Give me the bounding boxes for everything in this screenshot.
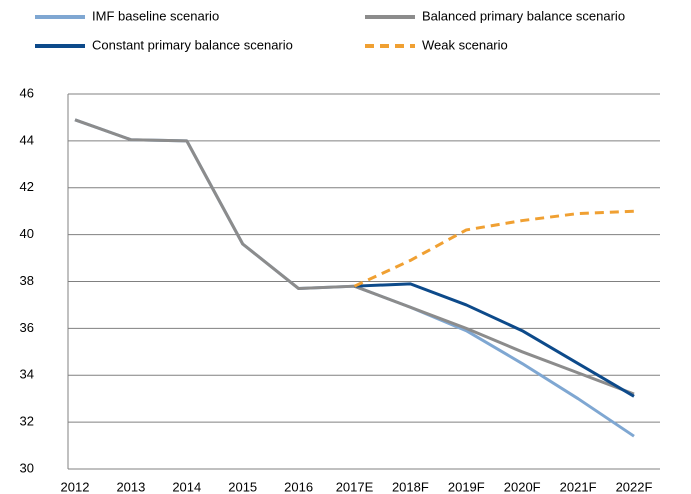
x-tick-label: 2012 bbox=[61, 479, 90, 494]
y-tick-label: 30 bbox=[20, 460, 34, 475]
y-tick-label: 38 bbox=[20, 273, 34, 288]
y-tick-label: 34 bbox=[20, 367, 34, 382]
x-tick-label: 2016 bbox=[284, 479, 313, 494]
y-tick-label: 40 bbox=[20, 226, 34, 241]
x-tick-label: 2013 bbox=[116, 479, 145, 494]
x-tick-label: 2017E bbox=[336, 479, 374, 494]
legend-label: Balanced primary balance scenario bbox=[422, 8, 625, 23]
y-tick-label: 44 bbox=[20, 132, 34, 147]
y-tick-label: 32 bbox=[20, 414, 34, 429]
x-tick-label: 2020F bbox=[504, 479, 541, 494]
x-tick-label: 2018F bbox=[392, 479, 429, 494]
x-tick-label: 2015 bbox=[228, 479, 257, 494]
y-tick-label: 36 bbox=[20, 320, 34, 335]
line-series bbox=[74, 118, 635, 396]
line-series bbox=[354, 282, 635, 398]
line-series bbox=[353, 209, 635, 288]
x-tick-label: 2014 bbox=[172, 479, 201, 494]
legend-label: IMF baseline scenario bbox=[92, 8, 219, 23]
y-tick-label: 42 bbox=[20, 179, 34, 194]
legend-label: Constant primary balance scenario bbox=[92, 37, 293, 52]
line-series bbox=[74, 118, 635, 438]
legend-label: Weak scenario bbox=[422, 37, 508, 52]
x-tick-label: 2021F bbox=[560, 479, 597, 494]
y-tick-label: 46 bbox=[20, 85, 34, 100]
x-tick-label: 2019F bbox=[448, 479, 485, 494]
x-tick-label: 2022F bbox=[616, 479, 653, 494]
